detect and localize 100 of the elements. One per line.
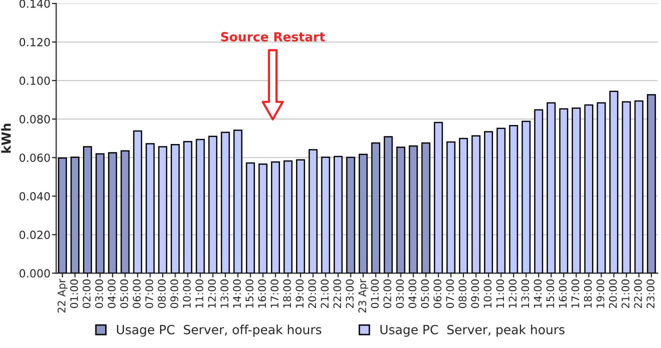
bar	[358, 154, 368, 274]
x-tick-label: 03:00	[396, 279, 404, 308]
x-tick-label: 22:00	[333, 279, 342, 308]
x-tick-label: 11:00	[496, 279, 504, 308]
x-tick-label: 11:00	[195, 279, 204, 308]
x-tick-label: 10:00	[484, 279, 492, 308]
y-tick-label: 0.100	[20, 76, 50, 85]
x-tick-label: 22 Apr	[58, 278, 68, 313]
bar	[270, 161, 280, 274]
x-tick-label: 04:00	[408, 279, 416, 308]
y-tick-label: 0.000	[20, 269, 50, 278]
x-tick-label: 05:00	[421, 279, 429, 308]
x-tick-label: 05:00	[120, 279, 128, 308]
bar	[96, 153, 105, 274]
x-tick-label: 19:00	[296, 279, 304, 308]
bar	[634, 100, 644, 274]
bar	[258, 164, 268, 274]
legend-label: Usage PC Server, off-peak hours	[116, 324, 322, 337]
y-tick-label: 0.080	[20, 115, 50, 124]
x-tick-label: 14:00	[233, 279, 241, 308]
bar	[208, 136, 218, 274]
x-tick-label: 07:00	[145, 279, 154, 308]
bar	[434, 122, 443, 274]
x-tick-label: 15:00	[246, 279, 254, 308]
y-tick-label: 0.120	[20, 38, 50, 46]
bar	[458, 138, 468, 274]
x-tick-label: 18:00	[283, 279, 292, 308]
bar	[70, 156, 80, 274]
bar	[233, 130, 242, 274]
bar	[334, 156, 343, 274]
x-tick-label: 17:00	[571, 279, 580, 308]
x-tick-label: 10:00	[182, 279, 191, 308]
bar	[534, 109, 544, 274]
x-tick-label: 13:00	[521, 279, 530, 308]
y-tick-label: 0.040	[20, 192, 50, 200]
bar	[572, 107, 581, 274]
x-tick-label: 19:00	[596, 279, 604, 308]
x-tick-label: 18:00	[584, 279, 592, 308]
x-tick-label: 14:00	[534, 279, 542, 308]
bar	[196, 138, 205, 274]
bar	[446, 141, 456, 274]
bar	[408, 145, 418, 274]
bar	[308, 149, 318, 274]
bar	[609, 90, 618, 274]
bar	[496, 128, 506, 274]
x-tick-label: 01:00	[70, 279, 78, 308]
bar	[522, 120, 531, 274]
bar	[622, 101, 631, 274]
y-tick-label: 0.020	[20, 230, 50, 240]
x-tick-label: 23:00	[346, 279, 354, 308]
bar	[596, 102, 606, 274]
bar	[509, 124, 518, 274]
legend-label: Usage PC Server, peak hours	[380, 324, 564, 337]
bar	[559, 108, 568, 274]
bar	[321, 156, 330, 274]
x-tick-label: 09:00	[471, 279, 480, 308]
y-tick-label: 0.060	[20, 154, 50, 162]
bar	[108, 152, 118, 274]
annotation: Source Restart	[221, 32, 325, 42]
bar	[170, 144, 180, 274]
x-tick-label: 22:00	[634, 279, 642, 308]
bar	[296, 159, 306, 274]
bar	[146, 143, 155, 274]
bar	[83, 146, 92, 274]
x-tick-label: 20:00	[608, 279, 617, 308]
x-tick-label: 02:00	[383, 279, 392, 308]
bar	[120, 150, 130, 274]
x-tick-label: 16:00	[258, 279, 266, 308]
x-tick-label: 09:00	[170, 279, 178, 308]
y-axis-title: kWh	[1, 124, 11, 153]
x-tick-label: 02:00	[82, 279, 91, 308]
bar	[183, 140, 192, 274]
x-tick-label: 08:00	[458, 279, 466, 308]
bar	[371, 142, 380, 274]
x-tick-label: 08:00	[158, 279, 166, 308]
bar	[471, 135, 480, 274]
bar	[284, 160, 293, 274]
bar	[346, 156, 356, 274]
bar	[484, 131, 494, 274]
bar	[220, 132, 230, 274]
x-tick-label: 01:00	[370, 279, 379, 308]
x-tick-label: 15:00	[546, 279, 554, 308]
x-tick-label: 20:00	[308, 279, 316, 308]
bar	[646, 94, 656, 274]
x-tick-label: 12:00	[508, 279, 517, 308]
bar	[546, 102, 556, 274]
bar	[396, 146, 406, 274]
bar	[133, 130, 142, 274]
bar	[158, 146, 168, 274]
bar	[421, 142, 430, 274]
x-tick-label: 07:00	[446, 279, 454, 308]
x-tick-label: 13:00	[220, 279, 228, 308]
x-tick-label: 17:00	[270, 279, 279, 308]
x-tick-label: 04:00	[108, 279, 116, 308]
bar	[58, 157, 67, 274]
x-tick-label: 06:00	[434, 279, 442, 308]
x-tick-label: 23:00	[646, 279, 654, 308]
bar	[584, 104, 594, 274]
bar	[246, 162, 255, 274]
x-tick-label: 21:00	[622, 279, 630, 308]
